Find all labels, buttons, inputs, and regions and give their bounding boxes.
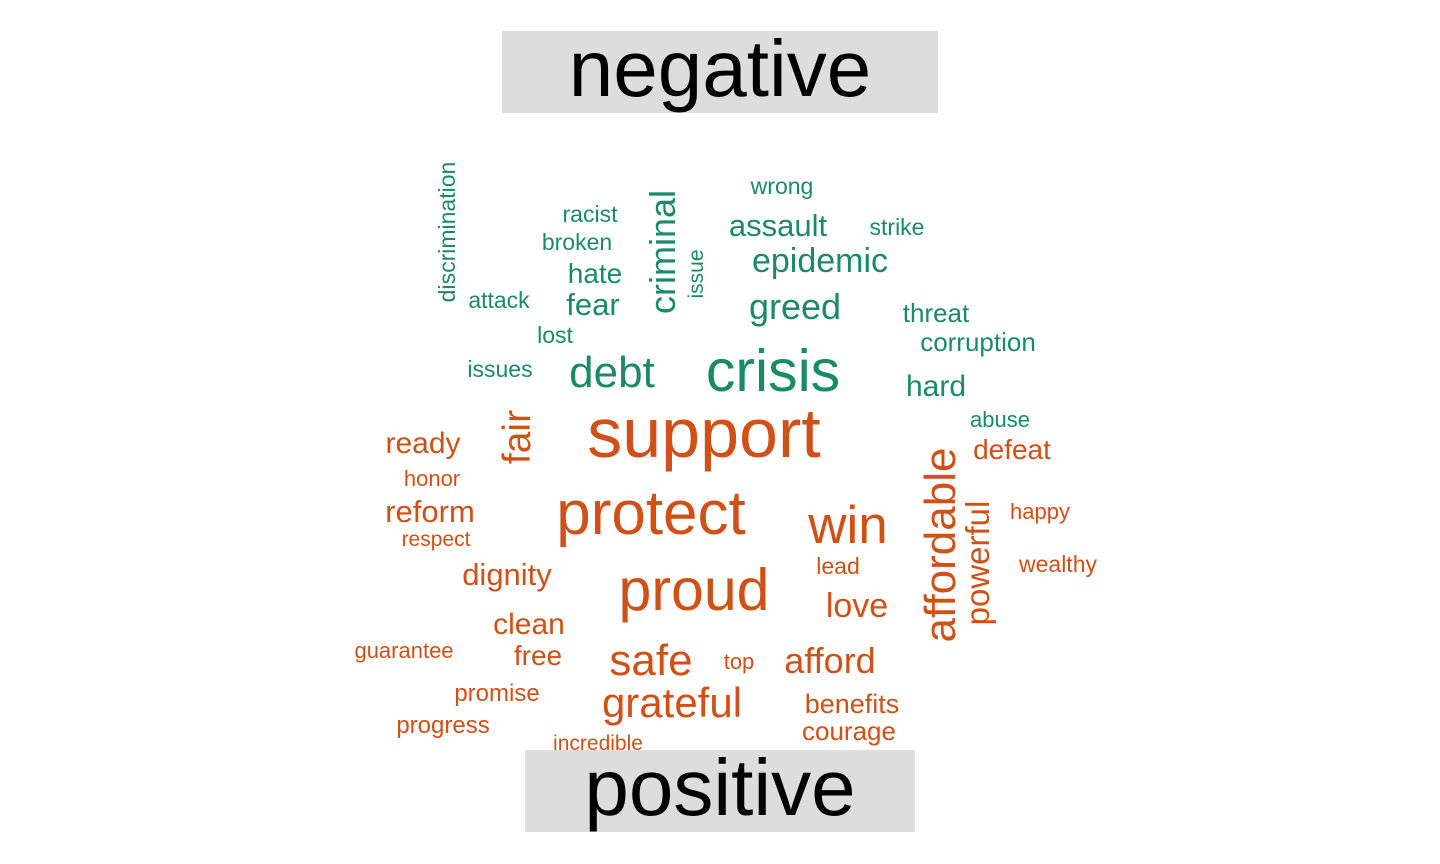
word-broken: broken	[542, 229, 612, 255]
word-honor: honor	[404, 466, 460, 491]
word-benefits: benefits	[805, 689, 900, 719]
word-assault: assault	[729, 208, 828, 243]
word-wrong: wrong	[750, 173, 814, 199]
word-dignity: dignity	[462, 557, 552, 592]
positive-group-label-box	[525, 750, 915, 832]
negative-group-label: negative	[569, 24, 871, 113]
word-safe: safe	[609, 636, 692, 685]
word-happy: happy	[1010, 499, 1070, 524]
word-courage: courage	[802, 716, 896, 746]
word-guarantee: guarantee	[354, 638, 453, 663]
word-strike: strike	[870, 214, 925, 240]
word-greed: greed	[749, 286, 841, 327]
word-support: support	[587, 394, 820, 472]
word-issues: issues	[467, 356, 532, 382]
word-afford: afford	[784, 640, 875, 681]
word-affordable: affordable	[916, 448, 965, 643]
word-discrimination: discrimination	[434, 162, 460, 303]
negative-group-label-box	[502, 31, 938, 113]
word-hard: hard	[906, 370, 966, 403]
positive-group-label: positive	[584, 743, 855, 832]
word-ready: ready	[385, 427, 460, 460]
word-incredible: incredible	[553, 732, 643, 755]
word-grateful: grateful	[602, 679, 742, 726]
word-racist: racist	[563, 201, 619, 227]
word-issue: issue	[685, 249, 708, 298]
word-proud: proud	[619, 557, 770, 623]
word-debt: debt	[569, 348, 655, 397]
word-progress: progress	[396, 712, 489, 739]
word-love: love	[826, 587, 888, 625]
word-lead: lead	[816, 553, 859, 579]
word-clean: clean	[493, 608, 565, 641]
word-wealthy: wealthy	[1018, 551, 1097, 577]
word-protect: protect	[556, 479, 746, 548]
word-reform: reform	[385, 494, 475, 529]
word-attack: attack	[468, 287, 530, 313]
word-free: free	[514, 640, 562, 671]
word-top: top	[724, 649, 755, 674]
word-fair: fair	[496, 410, 539, 464]
word-fear: fear	[566, 287, 619, 322]
word-promise: promise	[454, 680, 539, 707]
word-win: win	[807, 496, 888, 555]
word-corruption: corruption	[920, 327, 1036, 357]
word-abuse: abuse	[970, 407, 1030, 432]
word-criminal: criminal	[642, 190, 683, 314]
word-lost: lost	[537, 322, 573, 348]
word-hate: hate	[568, 258, 623, 289]
word-epidemic: epidemic	[752, 242, 888, 280]
word-respect: respect	[402, 528, 471, 551]
word-defeat: defeat	[973, 434, 1051, 465]
word-powerful: powerful	[959, 501, 996, 626]
word-crisis: crisis	[706, 338, 840, 404]
word-threat: threat	[903, 298, 970, 328]
